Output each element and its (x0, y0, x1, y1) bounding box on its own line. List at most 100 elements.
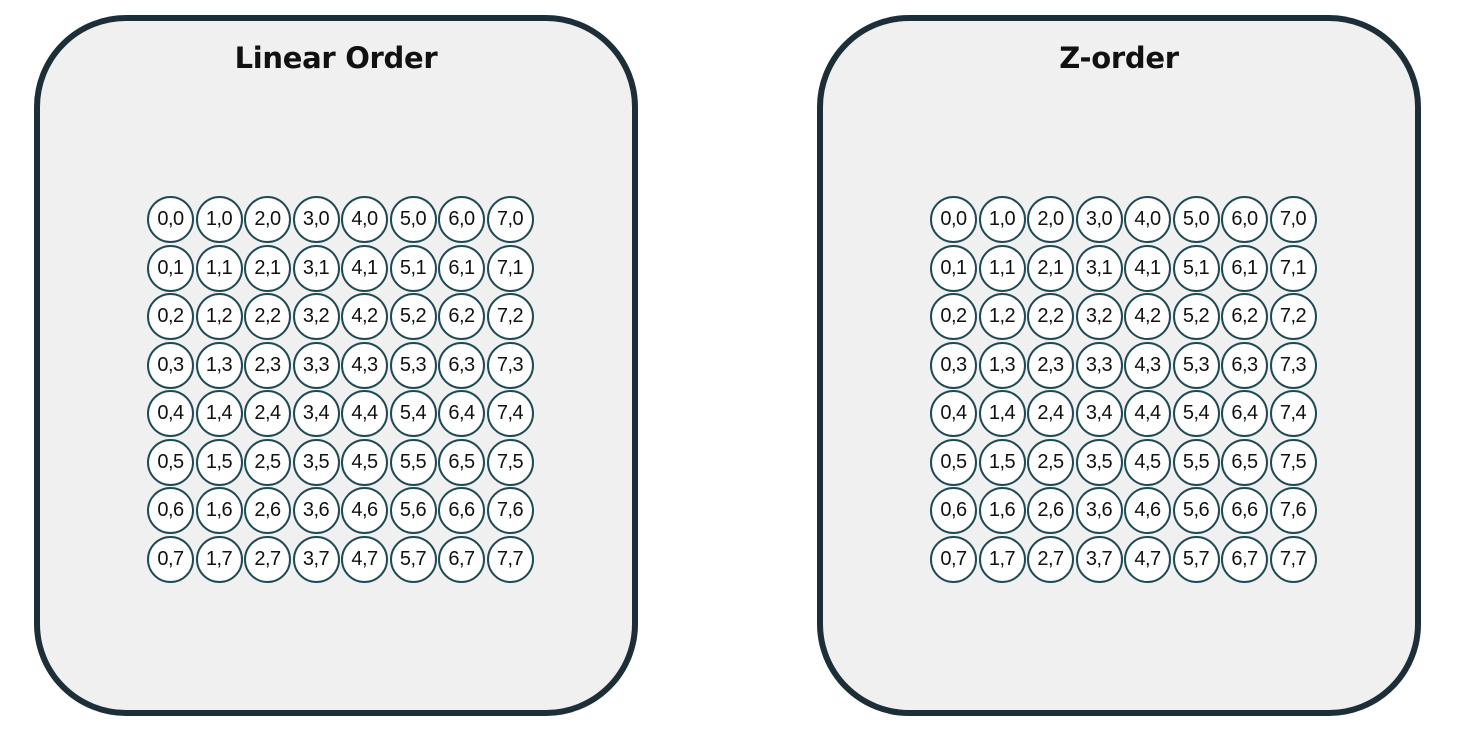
grid-cell: 0,1 (930, 244, 977, 292)
grid-cell: 5,3 (389, 341, 437, 389)
cell-grid: 0,0 1,0 2,0 3,0 4,0 5,0 6,0 7,0 0,1 1,1 2,1 3,1 4,1 5… (930, 196, 1320, 586)
grid-cell: 6,1 (1221, 244, 1268, 292)
grid-cell: 5,0 (389, 196, 437, 243)
grid-cell: 6,6 (1221, 487, 1268, 534)
grid-cell: 6,0 (1221, 196, 1268, 243)
grid-cell: 2,6 (244, 487, 291, 534)
grid-cell: 7,3 (486, 341, 534, 389)
grid-cell: 1,6 (195, 487, 243, 534)
grid-cell: 0,2 (930, 293, 977, 340)
grid-cell: 6,3 (438, 341, 485, 389)
grid-cell: 1,7 (978, 535, 1026, 583)
grid-cell: 2,0 (1027, 196, 1074, 243)
grid-cell: 7,4 (486, 390, 534, 437)
z-order-panel: Z-order 0,0 1,0 2,0 3,0 4,0 5,0 6,0 7,0 0,1 1,1 2,… (817, 15, 1421, 716)
grid-cell: 1,1 (195, 244, 243, 292)
grid-cell: 6,2 (1221, 293, 1268, 340)
grid-cell: 4,5 (341, 438, 388, 486)
grid-cell: 5,4 (1172, 390, 1220, 437)
grid-cell: 1,1 (978, 244, 1026, 292)
grid-cell: 7,7 (1269, 535, 1317, 583)
grid-cell: 0,0 (930, 196, 977, 243)
grid-cell: 3,7 (1075, 535, 1123, 583)
grid-cell: 6,4 (1221, 390, 1268, 437)
grid-cell: 6,5 (438, 438, 485, 486)
grid-cell: 1,5 (978, 438, 1026, 486)
grid-cell: 3,5 (292, 438, 340, 486)
grid-cell: 5,0 (1172, 196, 1220, 243)
grid-cell: 7,6 (486, 487, 534, 534)
grid-cell: 5,2 (389, 293, 437, 340)
grid-cell: 5,6 (389, 487, 437, 534)
grid-cell: 6,5 (1221, 438, 1268, 486)
grid-cell: 0,3 (930, 341, 977, 389)
grid-cell: 4,5 (1124, 438, 1171, 486)
grid-cell: 0,7 (147, 535, 194, 583)
grid-cell: 0,5 (147, 438, 194, 486)
panel-title: Z-order (1059, 41, 1179, 75)
grid-cell: 5,6 (1172, 487, 1220, 534)
grid-cell: 4,0 (1124, 196, 1171, 243)
grid-cell: 3,1 (292, 244, 340, 292)
grid-cell: 3,6 (1075, 487, 1123, 534)
grid-cell: 6,1 (438, 244, 485, 292)
grid-cell: 6,4 (438, 390, 485, 437)
grid-cell: 3,1 (1075, 244, 1123, 292)
grid-cell: 1,7 (195, 535, 243, 583)
grid-cell: 4,4 (1124, 390, 1171, 437)
grid-cell: 4,4 (341, 390, 388, 437)
grid-cell: 1,3 (195, 341, 243, 389)
grid-cell: 3,3 (292, 341, 340, 389)
grid-cell: 0,4 (930, 390, 977, 437)
grid-cell: 7,0 (486, 196, 534, 243)
grid-cell: 2,4 (1027, 390, 1074, 437)
grid-cell: 2,7 (1027, 535, 1074, 583)
grid-cell: 7,5 (486, 438, 534, 486)
grid-cell: 0,7 (930, 535, 977, 583)
grid-cell: 7,7 (486, 535, 534, 583)
grid-cell: 5,5 (389, 438, 437, 486)
grid-cell: 1,6 (978, 487, 1026, 534)
grid-cell: 1,3 (978, 341, 1026, 389)
grid-cell: 7,3 (1269, 341, 1317, 389)
grid-cell: 6,0 (438, 196, 485, 243)
grid-cell: 6,2 (438, 293, 485, 340)
grid-cell: 5,7 (389, 535, 437, 583)
grid-cell: 3,0 (292, 196, 340, 243)
grid-cell: 0,0 (147, 196, 194, 243)
grid-cell: 3,7 (292, 535, 340, 583)
grid-cell: 7,2 (1269, 293, 1317, 340)
grid-cell: 3,4 (1075, 390, 1123, 437)
grid-cell: 0,2 (147, 293, 194, 340)
grid-cell: 2,2 (1027, 293, 1074, 340)
grid-cell: 0,3 (147, 341, 194, 389)
grid-cell: 0,6 (930, 487, 977, 534)
grid-cell: 6,7 (438, 535, 485, 583)
grid-cell: 0,6 (147, 487, 194, 534)
grid-cell: 3,5 (1075, 438, 1123, 486)
grid-cell: 4,1 (1124, 244, 1171, 292)
grid-cell: 7,2 (486, 293, 534, 340)
grid-cell: 3,6 (292, 487, 340, 534)
grid-cell: 2,1 (1027, 244, 1074, 292)
grid-cell: 6,3 (1221, 341, 1268, 389)
grid-cell: 4,2 (1124, 293, 1171, 340)
panel-title: Linear Order (234, 41, 438, 75)
grid-cell: 2,7 (244, 535, 291, 583)
grid-cell: 4,7 (1124, 535, 1171, 583)
grid-cell: 4,3 (1124, 341, 1171, 389)
grid-cell: 2,5 (1027, 438, 1074, 486)
grid-cell: 3,4 (292, 390, 340, 437)
grid-cell: 6,7 (1221, 535, 1268, 583)
grid-cell: 7,0 (1269, 196, 1317, 243)
grid-cell: 2,4 (244, 390, 291, 437)
grid-cell: 7,1 (1269, 244, 1317, 292)
grid-cell: 7,5 (1269, 438, 1317, 486)
grid-cell: 4,6 (1124, 487, 1171, 534)
grid-cell: 4,2 (341, 293, 388, 340)
grid-cell: 5,1 (389, 244, 437, 292)
grid-cell: 0,4 (147, 390, 194, 437)
grid-cell: 1,4 (978, 390, 1026, 437)
grid-cell: 5,7 (1172, 535, 1220, 583)
grid-cell: 2,3 (244, 341, 291, 389)
